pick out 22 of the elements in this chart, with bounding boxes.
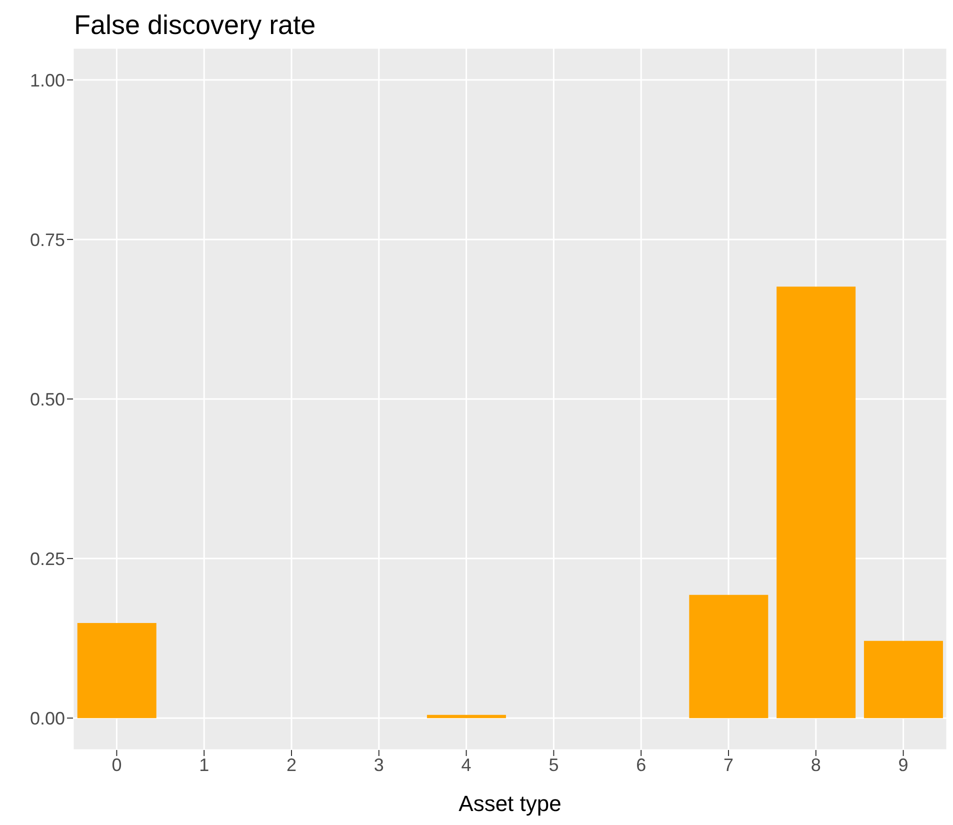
x-tick-label: 2 [286, 754, 297, 775]
y-tick-label: 1.00 [30, 70, 65, 90]
chart-title: False discovery rate [74, 10, 316, 41]
x-tick-label: 6 [636, 754, 646, 775]
y-tick-label: 0.75 [30, 230, 65, 250]
bar [689, 594, 768, 718]
y-tick-label: 0.00 [30, 708, 65, 728]
x-tick-label: 3 [374, 754, 384, 775]
x-tick-label: 1 [199, 754, 210, 775]
x-tick-label: 9 [898, 754, 908, 775]
y-tick-label: 0.25 [30, 548, 65, 569]
y-tick-label: 0.50 [30, 389, 65, 410]
bar [864, 640, 943, 718]
bar [776, 286, 856, 718]
x-tick-label: 7 [723, 754, 734, 775]
bar [426, 714, 506, 718]
x-tick-label: 5 [548, 754, 559, 775]
bar [77, 623, 156, 718]
x-tick-label: 0 [112, 754, 122, 775]
x-tick-label: 4 [461, 754, 472, 775]
x-axis-title: Asset type [458, 790, 562, 818]
x-tick-label: 8 [810, 754, 821, 775]
